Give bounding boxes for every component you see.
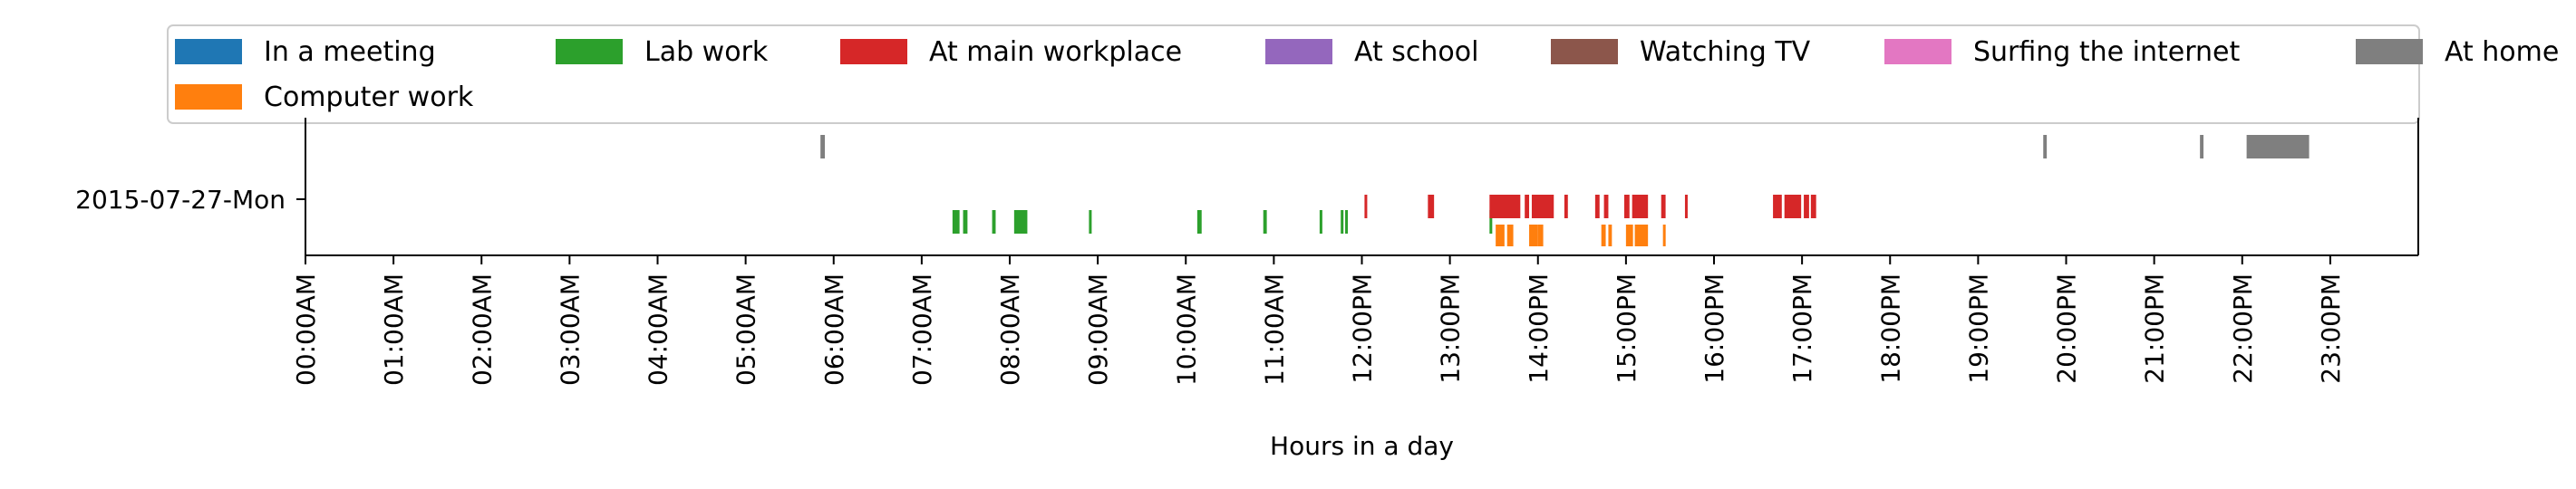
bar-computer-work bbox=[1506, 225, 1514, 246]
legend-label-at-main-workplace: At main workplace bbox=[929, 36, 1182, 68]
bar-at-main-workplace bbox=[1804, 195, 1809, 218]
bar-lab-work bbox=[1263, 210, 1267, 234]
legend-label-lab-work: Lab work bbox=[644, 36, 769, 68]
bar-lab-work bbox=[963, 210, 968, 234]
bar-lab-work bbox=[1489, 210, 1493, 234]
legend-label-in-a-meeting: In a meeting bbox=[264, 36, 436, 68]
x-tick-label: 07:00AM bbox=[907, 273, 937, 386]
bar-computer-work bbox=[1634, 225, 1649, 246]
legend-swatch-surfing-the-internet bbox=[1884, 39, 1951, 64]
bar-lab-work bbox=[1341, 210, 1344, 234]
bar-lab-work bbox=[1319, 210, 1322, 234]
legend-label-watching-tv: Watching TV bbox=[1640, 36, 1811, 68]
legend-swatch-at-main-workplace bbox=[840, 39, 907, 64]
x-tick-label: 08:00AM bbox=[995, 273, 1025, 386]
bar-at-main-workplace bbox=[1364, 195, 1368, 218]
bar-computer-work bbox=[1537, 225, 1544, 246]
x-tick-label: 16:00PM bbox=[1700, 273, 1729, 384]
bar-at-main-workplace bbox=[1603, 195, 1609, 218]
legend-swatch-watching-tv bbox=[1551, 39, 1618, 64]
bar-at-main-workplace bbox=[1489, 195, 1521, 218]
x-tick-label: 11:00AM bbox=[1259, 273, 1289, 386]
x-tick-label: 15:00PM bbox=[1612, 273, 1641, 384]
bar-at-main-workplace bbox=[1428, 195, 1435, 218]
x-tick-label: 10:00AM bbox=[1171, 273, 1201, 386]
bar-at-main-workplace bbox=[1773, 195, 1782, 218]
bar-lab-work bbox=[952, 210, 960, 234]
bar-at-main-workplace bbox=[1684, 195, 1688, 218]
bar-at-main-workplace bbox=[1661, 195, 1666, 218]
bar-at-main-workplace bbox=[1564, 195, 1568, 218]
x-tick-label: 13:00PM bbox=[1436, 273, 1466, 384]
x-axis-label: Hours in a day bbox=[1270, 431, 1454, 461]
legend-swatch-lab-work bbox=[556, 39, 623, 64]
bar-at-main-workplace bbox=[1810, 195, 1816, 218]
bar-computer-work bbox=[1662, 225, 1666, 246]
bar-lab-work bbox=[1345, 210, 1349, 234]
legend: In a meeting Lab work At main workplace At … bbox=[167, 24, 2559, 124]
bar-at-main-workplace bbox=[1632, 195, 1649, 218]
x-tick-label: 00:00AM bbox=[291, 273, 321, 386]
bar-at-main-workplace bbox=[1531, 195, 1554, 218]
bar-computer-work bbox=[1625, 225, 1633, 246]
bar-lab-work bbox=[1089, 210, 1092, 234]
x-tick-label: 09:00AM bbox=[1083, 273, 1113, 386]
bar-at-home bbox=[2200, 135, 2204, 158]
bar-lab-work bbox=[1196, 210, 1202, 234]
bar-at-home bbox=[820, 135, 826, 158]
bar-lab-work bbox=[1013, 210, 1028, 234]
bar-at-main-workplace bbox=[1623, 195, 1630, 218]
legend-label-at-school: At school bbox=[1354, 36, 1478, 68]
bar-lab-work bbox=[992, 210, 996, 234]
x-tick-label: 06:00AM bbox=[819, 273, 849, 386]
bar-at-main-workplace bbox=[1525, 195, 1530, 218]
x-tick-label: 18:00PM bbox=[1875, 273, 1905, 384]
x-tick-label: 20:00PM bbox=[2052, 273, 2082, 384]
legend-frame bbox=[167, 24, 2420, 124]
legend-swatch-in-a-meeting bbox=[175, 39, 242, 64]
x-tick-label: 23:00PM bbox=[2316, 273, 2346, 384]
legend-label-surfing-the-internet: Surfing the internet bbox=[1973, 36, 2240, 68]
axes: 00:00AM 01:00AM 02:00AM 03:00AM 04:00AM 05:00… bbox=[291, 118, 2419, 386]
x-tick-label: 14:00PM bbox=[1524, 273, 1554, 384]
plot-area bbox=[820, 135, 2310, 246]
x-tick-label: 12:00PM bbox=[1348, 273, 1378, 384]
bar-computer-work bbox=[1529, 225, 1538, 246]
x-tick-label: 02:00AM bbox=[467, 273, 497, 386]
bar-computer-work bbox=[1601, 225, 1606, 246]
x-tick-label: 17:00PM bbox=[1787, 273, 1817, 384]
x-tick-label: 03:00AM bbox=[555, 273, 585, 386]
bar-at-main-workplace bbox=[1784, 195, 1802, 218]
x-tick-label: 19:00PM bbox=[1963, 273, 1993, 384]
bar-at-home bbox=[2043, 135, 2048, 158]
x-tick-label: 01:00AM bbox=[379, 273, 409, 386]
bar-at-home bbox=[2246, 135, 2310, 158]
bar-at-main-workplace bbox=[1594, 195, 1600, 218]
legend-label-computer-work: Computer work bbox=[264, 82, 474, 113]
legend-swatch-at-home bbox=[2356, 39, 2423, 64]
bar-computer-work bbox=[1496, 225, 1505, 246]
x-tick-label: 04:00AM bbox=[644, 273, 673, 386]
y-tick-label: 2015-07-27-Mon bbox=[75, 185, 286, 215]
bar-computer-work bbox=[1608, 225, 1612, 246]
x-tick-label: 22:00PM bbox=[2228, 273, 2258, 384]
x-tick-label: 05:00AM bbox=[731, 273, 761, 386]
legend-label-at-home: At home bbox=[2445, 36, 2559, 68]
legend-swatch-at-school bbox=[1265, 39, 1332, 64]
legend-swatch-computer-work bbox=[175, 84, 242, 110]
x-tick-label: 21:00PM bbox=[2140, 273, 2170, 384]
